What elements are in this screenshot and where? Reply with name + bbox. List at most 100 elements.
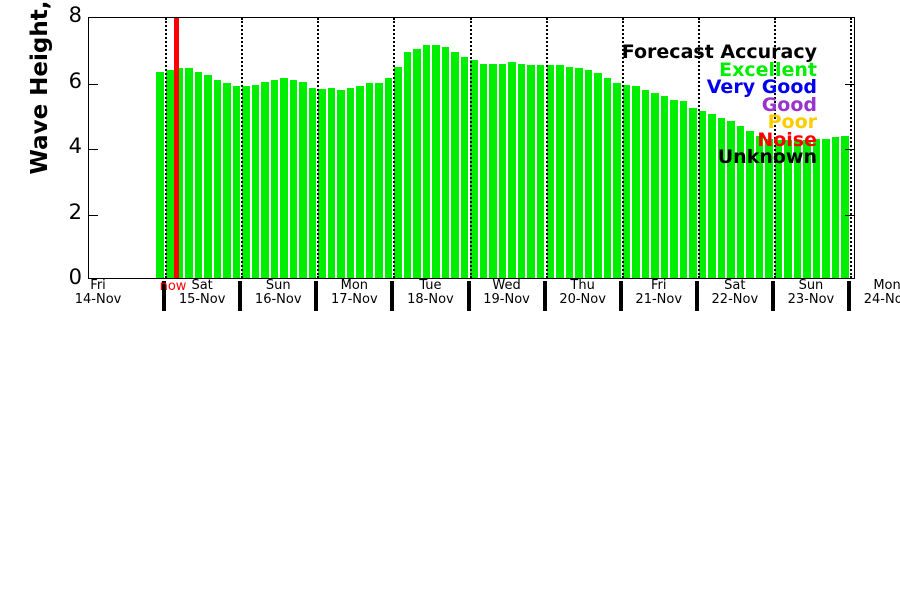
bar [194, 71, 203, 278]
day-separator-line [241, 18, 244, 278]
bar [841, 135, 849, 278]
bar [679, 101, 688, 278]
bar [185, 68, 193, 278]
bar [489, 63, 497, 278]
day-separator-line [317, 18, 320, 278]
bar [289, 79, 298, 278]
day-separator-line [850, 18, 852, 278]
x-axis-day-divider [694, 281, 699, 311]
bar [774, 140, 783, 278]
bar [261, 81, 269, 278]
x-axis-day-label: Thu 20-Nov [545, 279, 621, 307]
bar [584, 70, 593, 278]
x-axis-day-divider [390, 281, 395, 311]
y-axis-tick [89, 83, 98, 85]
bar [708, 114, 716, 278]
x-axis-date: 18-Nov [407, 292, 454, 307]
bar [727, 120, 735, 278]
x-axis-date: 17-Nov [331, 292, 378, 307]
bar [242, 86, 250, 278]
bar [308, 88, 317, 278]
bar [594, 73, 602, 278]
bar [793, 140, 802, 278]
bar [831, 137, 840, 278]
bar [403, 52, 412, 278]
day-separator-line [393, 18, 396, 278]
bar [270, 79, 279, 278]
bar [546, 65, 554, 278]
x-axis-date: 20-Nov [559, 292, 606, 307]
bar [232, 86, 241, 278]
bar [765, 138, 773, 278]
bar [432, 45, 440, 278]
bar [613, 83, 621, 278]
bar [327, 88, 336, 278]
bar [565, 66, 574, 278]
x-axis-day-of-week: Mon [873, 278, 900, 293]
bar [479, 63, 488, 278]
bar [280, 78, 288, 278]
bar [356, 86, 364, 278]
bar [670, 99, 678, 278]
bar [394, 66, 402, 278]
x-axis-day-of-week: Sat [724, 278, 746, 293]
x-axis-day-divider [238, 281, 243, 311]
x-axis-day-label: Mon 17-Nov [316, 279, 392, 307]
bar [498, 63, 507, 278]
x-axis-date: 21-Nov [635, 292, 683, 307]
bar [508, 61, 516, 278]
bar [318, 88, 326, 278]
bar [223, 83, 231, 278]
y-axis-tick [89, 214, 98, 216]
bar [812, 138, 821, 278]
x-axis-day-of-week: Fri [90, 278, 106, 293]
bar [622, 84, 631, 278]
x-axis-day-of-week: Tue [419, 278, 442, 293]
y-axis-tick [845, 149, 854, 150]
bar [213, 79, 222, 278]
bar [365, 83, 374, 278]
bar [517, 63, 526, 278]
bar [346, 88, 355, 278]
bar [698, 110, 707, 278]
bar [784, 140, 792, 278]
x-axis-day-divider [466, 281, 471, 311]
x-axis-day-divider [618, 281, 623, 311]
bar [527, 65, 535, 278]
x-axis-day-divider [542, 281, 547, 311]
bar [451, 52, 459, 278]
bar [632, 86, 640, 278]
x-axis-day-of-week: Fri [650, 278, 667, 293]
bar [251, 84, 260, 278]
y-axis-tick [845, 214, 854, 216]
bar [736, 125, 745, 278]
plot-inner [89, 18, 854, 278]
y-axis-title: Wave Height, ft [27, 0, 53, 175]
x-axis-day-divider [770, 281, 775, 311]
bar [603, 78, 612, 278]
x-axis-day-label: Sun 23-Nov [773, 279, 849, 307]
bar [299, 81, 307, 278]
bar [746, 130, 754, 278]
day-separator-line [697, 18, 700, 278]
bar [755, 135, 764, 278]
y-axis-tick-label: 8 [68, 3, 82, 27]
bar [441, 47, 450, 278]
x-axis-day-label: Sat 22-Nov [697, 279, 773, 307]
bar [413, 48, 421, 278]
bar [822, 138, 830, 278]
bar [536, 65, 545, 278]
bar [641, 89, 650, 278]
day-separator-line [773, 18, 776, 278]
x-axis-date: 19-Nov [483, 292, 530, 307]
x-axis-day-label: Fri 21-Nov [621, 279, 697, 307]
now-marker-line [173, 18, 179, 278]
x-axis-day-of-week: Mon [340, 278, 369, 293]
bar [470, 60, 478, 278]
day-separator-line [469, 18, 472, 278]
bar [803, 140, 811, 278]
x-axis-date: 22-Nov [711, 292, 759, 307]
bar [689, 107, 697, 278]
